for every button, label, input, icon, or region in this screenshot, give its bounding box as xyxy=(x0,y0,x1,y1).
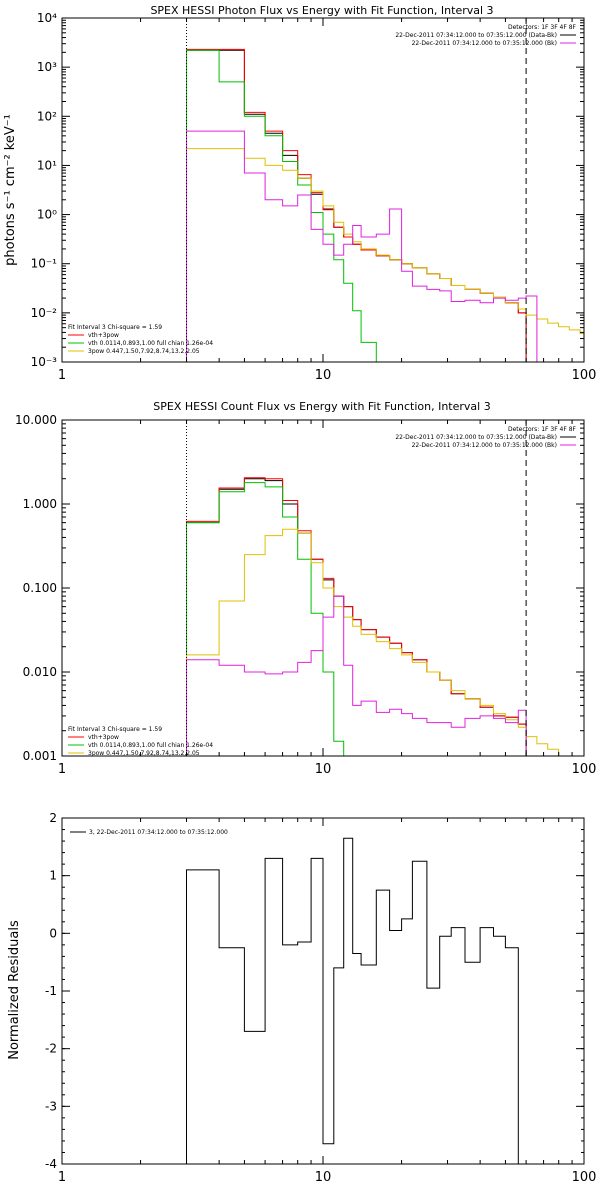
count-flux-x-tick-label: 1 xyxy=(58,762,66,777)
photon-flux-legend-top: Detectors: 1F 3F 4F 8F 22-Dec-2011 07:34… xyxy=(395,24,576,47)
photon-flux-series-group xyxy=(186,48,584,362)
residuals-y-tick-label: 0 xyxy=(49,926,57,940)
residuals-y-tick-label: -3 xyxy=(45,1099,57,1113)
count-flux-legend-bk-label: 22-Dec-2011 07:34:12.000 to 07:35:12.000… xyxy=(412,442,557,449)
photon-flux-panel: SPEX HESSI Photon Flux vs Energy with Fi… xyxy=(3,4,597,383)
count-flux-fit-header: Fit Interval 3 Chi-square = 1.59 xyxy=(68,726,162,733)
photon-flux-series-vth xyxy=(186,49,377,362)
count-flux-legend-data-label: 22-Dec-2011 07:34:12.000 to 07:35:12.000… xyxy=(395,434,557,441)
count-flux-fit-vth-label: vth 0.0114,0.893,1.00 full chian 1.26e-0… xyxy=(88,742,213,749)
count-flux-x-tick-label: 10 xyxy=(315,762,332,777)
photon-flux-fit-vth-label: vth 0.0114,0.893,1.00 full chian 1.26e-0… xyxy=(88,340,213,347)
photon-flux-x-tick-label: 100 xyxy=(572,368,597,383)
count-flux-y-tick-label: 10.000 xyxy=(15,413,57,427)
photon-flux-x-tick-label: 1 xyxy=(58,368,66,383)
photon-flux-legend-bottom: Fit Interval 3 Chi-square = 1.59 vth+3po… xyxy=(68,324,213,355)
photon-flux-y-tick-label: 10⁻³ xyxy=(31,355,58,369)
residuals-y-tick-label: -4 xyxy=(45,1157,57,1171)
residuals-y-tick-label: 2 xyxy=(49,811,57,825)
count-flux-series-bk xyxy=(186,595,527,756)
photon-flux-y-tick-label: 10² xyxy=(37,109,57,123)
residuals-x-tick-label: 100 xyxy=(572,1170,597,1185)
count-flux-fit-3pow-label: 3pow 0.447,1.50,7.92,8.74,13.2,2.05 xyxy=(88,750,200,757)
count-flux-markers xyxy=(186,420,527,756)
count-flux-legend-top: Detectors: 1F 3F 4F 8F 22-Dec-2011 07:34… xyxy=(395,426,576,449)
count-flux-y-tick-label: 0.001 xyxy=(23,749,57,763)
count-flux-legend-bottom: Fit Interval 3 Chi-square = 1.59 vth+3po… xyxy=(68,726,213,757)
photon-flux-y-tick-label: 10⁻¹ xyxy=(31,257,58,271)
photon-flux-fit-header: Fit Interval 3 Chi-square = 1.59 xyxy=(68,324,162,331)
residuals-y-tick-label: -2 xyxy=(45,1042,57,1056)
count-flux-x-tick-label: 100 xyxy=(572,762,597,777)
residuals-axes: 1 10 100 -4 -3 -2 -1 0 1 2 xyxy=(45,811,596,1185)
photon-flux-legend-data-label: 22-Dec-2011 07:34:12.000 to 07:35:12.000… xyxy=(395,32,557,39)
residuals-series-group xyxy=(186,837,519,1164)
count-flux-y-tick-label: 0.100 xyxy=(23,581,57,595)
photon-flux-y-tick-label: 10¹ xyxy=(37,158,57,172)
photon-flux-legend-header: Detectors: 1F 3F 4F 8F xyxy=(508,24,577,31)
photon-flux-y-tick-label: 10⁻² xyxy=(31,306,58,320)
count-flux-axes: 1 10 100 0.001 0.010 0.100 1.000 10.000 xyxy=(15,413,596,777)
residuals-y-axis-label: Normalized Residuals xyxy=(7,920,22,1060)
count-flux-series-vth xyxy=(186,482,345,756)
residuals-x-tick-label: 1 xyxy=(58,1170,66,1185)
count-flux-series-3pow xyxy=(186,528,570,756)
residuals-y-tick-label: -1 xyxy=(45,984,57,998)
residuals-legend: 3, 22-Dec-2011 07:34:12.000 to 07:35:12.… xyxy=(70,829,228,836)
count-flux-title: SPEX HESSI Count Flux vs Energy with Fit… xyxy=(153,400,490,413)
count-flux-fit-total-label: vth+3pow xyxy=(88,734,119,741)
count-flux-legend-header: Detectors: 1F 3F 4F 8F xyxy=(508,426,577,433)
photon-flux-legend-bk-label: 22-Dec-2011 07:34:12.000 to 07:35:12.000… xyxy=(412,40,557,47)
residuals-legend-label: 3, 22-Dec-2011 07:34:12.000 to 07:35:12.… xyxy=(89,829,228,836)
photon-flux-markers xyxy=(186,18,527,362)
count-flux-series-group xyxy=(186,477,570,756)
residuals-x-tick-label: 10 xyxy=(315,1170,332,1185)
count-flux-y-tick-label: 0.010 xyxy=(23,665,57,679)
photon-flux-axes: 1 10 100 10⁻³ 10⁻² 10⁻¹ 10⁰ 10¹ 10² 10³ 10⁴ xyxy=(31,11,597,383)
photon-flux-fit-3pow-label: 3pow 0.447,1.50,7.92,8.74,13.2,2.05 xyxy=(88,348,200,355)
residuals-series-residuals xyxy=(186,837,519,1164)
photon-flux-y-axis-label: photons s⁻¹ cm⁻² keV⁻¹ xyxy=(3,114,18,266)
photon-flux-y-tick-label: 10³ xyxy=(37,60,57,74)
residuals-panel: 1 10 100 -4 -3 -2 -1 0 1 2 Normalized Residuals 3… xyxy=(7,811,596,1185)
photon-flux-fit-total-label: vth+3pow xyxy=(88,332,119,339)
photon-flux-series-bk xyxy=(186,130,538,362)
photon-flux-y-tick-label: 10⁰ xyxy=(37,208,57,222)
count-flux-panel: SPEX HESSI Count Flux vs Energy with Fit… xyxy=(15,400,596,777)
residuals-y-tick-label: 1 xyxy=(49,869,57,883)
count-flux-y-tick-label: 1.000 xyxy=(23,497,57,511)
photon-flux-x-tick-label: 10 xyxy=(315,368,332,383)
photon-flux-title: SPEX HESSI Photon Flux vs Energy with Fi… xyxy=(150,4,493,17)
photon-flux-y-tick-label: 10⁴ xyxy=(37,11,57,25)
photon-flux-series-3pow xyxy=(186,148,584,362)
